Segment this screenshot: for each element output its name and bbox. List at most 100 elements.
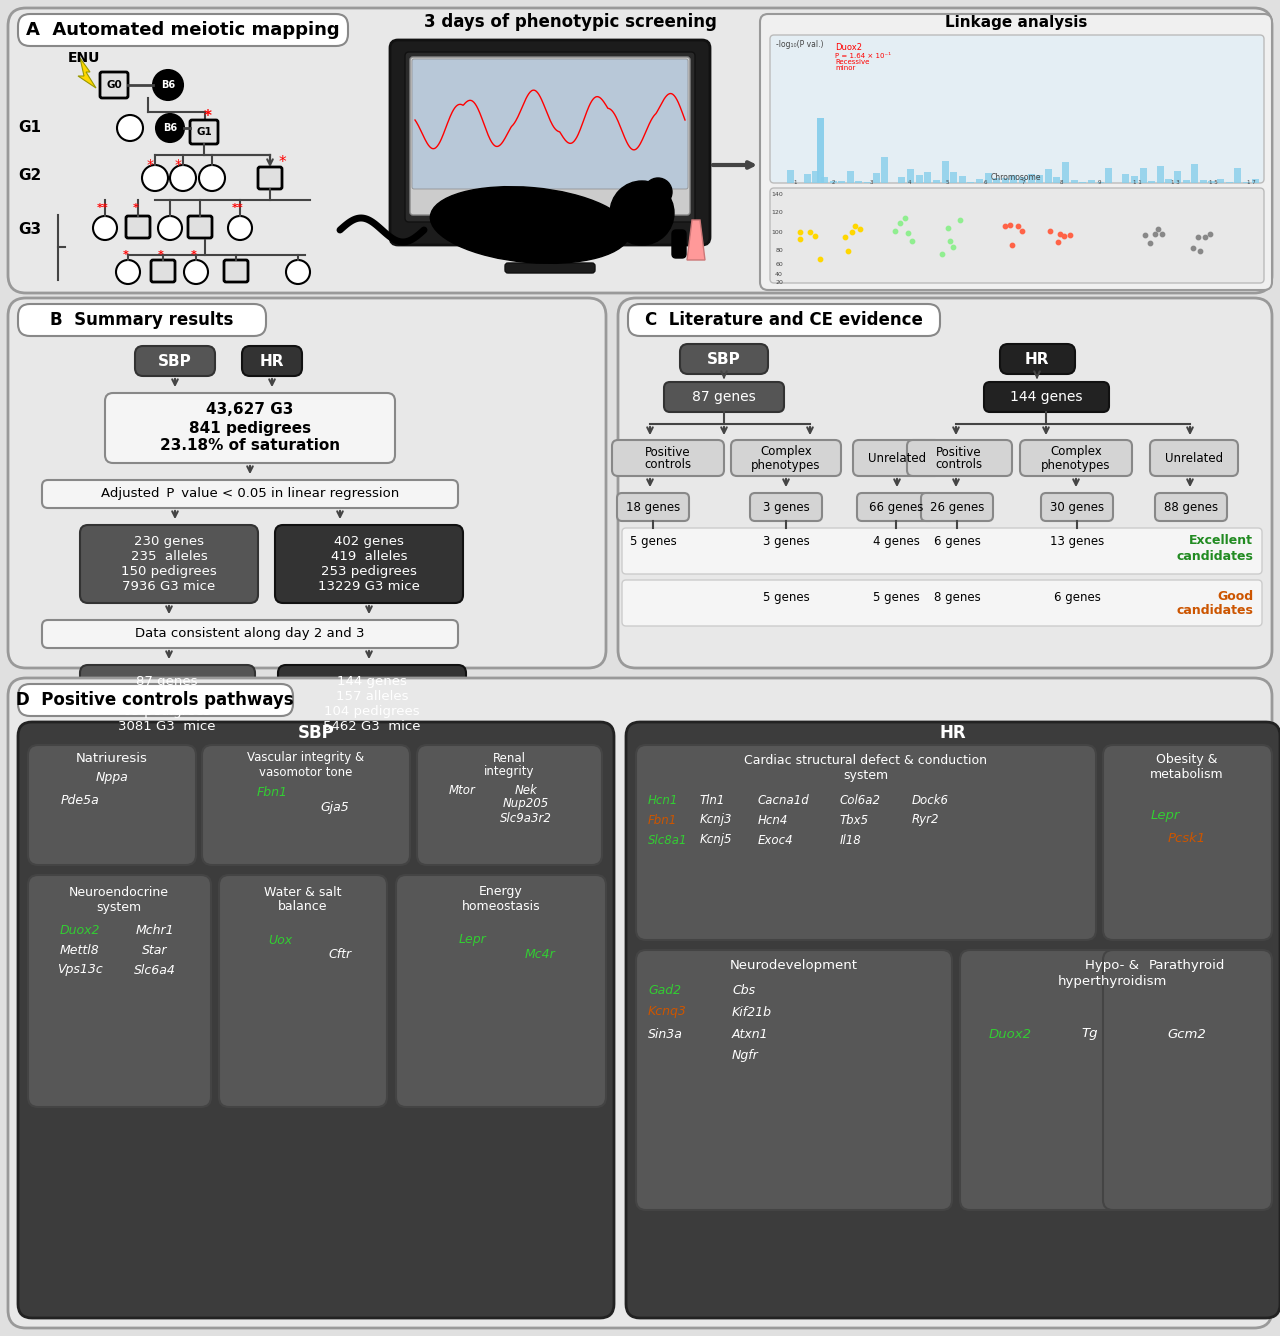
- FancyBboxPatch shape: [18, 721, 614, 1319]
- Point: [800, 220, 820, 242]
- FancyBboxPatch shape: [506, 263, 595, 273]
- Text: candidates: candidates: [1176, 549, 1253, 562]
- Text: 4 genes: 4 genes: [873, 536, 919, 549]
- Text: 1 1: 1 1: [1133, 180, 1142, 186]
- FancyBboxPatch shape: [79, 525, 259, 603]
- Bar: [1028, 174, 1034, 183]
- Bar: [786, 170, 794, 183]
- FancyBboxPatch shape: [219, 875, 387, 1108]
- Text: Good: Good: [1217, 589, 1253, 603]
- Point: [932, 243, 952, 265]
- Text: Gcm2: Gcm2: [1167, 1027, 1206, 1041]
- Text: Slc6a4: Slc6a4: [134, 963, 175, 977]
- Text: 4: 4: [908, 180, 911, 186]
- Text: Gja5: Gja5: [320, 802, 349, 815]
- Text: Uox: Uox: [268, 934, 292, 946]
- Text: integrity: integrity: [484, 766, 534, 779]
- Text: Obesity &: Obesity &: [1156, 754, 1217, 767]
- FancyBboxPatch shape: [189, 120, 218, 144]
- Text: Tln1: Tln1: [700, 794, 726, 807]
- Text: 3: 3: [869, 180, 873, 186]
- Text: *: *: [191, 250, 197, 261]
- Text: Neurodevelopment: Neurodevelopment: [730, 959, 858, 973]
- Text: 5: 5: [945, 180, 948, 186]
- FancyBboxPatch shape: [105, 393, 396, 464]
- Text: Cardiac structural defect & conduction: Cardiac structural defect & conduction: [745, 754, 987, 767]
- Text: 253 pedigrees: 253 pedigrees: [321, 565, 417, 578]
- FancyBboxPatch shape: [404, 52, 695, 222]
- Circle shape: [157, 216, 182, 240]
- Point: [901, 230, 922, 251]
- FancyBboxPatch shape: [1103, 745, 1272, 941]
- Text: G2: G2: [18, 167, 42, 183]
- Text: 63 pedigrees: 63 pedigrees: [123, 705, 211, 719]
- Text: 26 genes: 26 genes: [929, 501, 984, 513]
- Text: Cacna1d: Cacna1d: [758, 794, 810, 807]
- Text: P = 1.64 × 10⁻¹: P = 1.64 × 10⁻¹: [835, 53, 891, 59]
- Text: 40: 40: [776, 273, 783, 278]
- Bar: [950, 172, 957, 183]
- Text: Slc8a1: Slc8a1: [648, 834, 687, 847]
- Bar: [1088, 180, 1094, 183]
- Point: [895, 207, 915, 228]
- FancyBboxPatch shape: [612, 440, 724, 476]
- FancyBboxPatch shape: [396, 875, 605, 1108]
- Text: ENU: ENU: [68, 51, 100, 65]
- Bar: [847, 171, 854, 183]
- Bar: [813, 171, 819, 183]
- Bar: [984, 174, 992, 183]
- Text: Data consistent along day 2 and 3: Data consistent along day 2 and 3: [136, 628, 365, 640]
- Text: 8 genes: 8 genes: [933, 591, 980, 604]
- Text: Vascular integrity &: Vascular integrity &: [247, 751, 365, 764]
- Bar: [1123, 175, 1129, 183]
- Text: 87 genes: 87 genes: [136, 675, 197, 688]
- Text: controls: controls: [936, 458, 983, 472]
- Text: Lepr: Lepr: [460, 934, 486, 946]
- FancyBboxPatch shape: [617, 493, 689, 521]
- Text: homeostasis: homeostasis: [462, 900, 540, 914]
- Bar: [838, 182, 845, 183]
- Text: Hypo- &: Hypo- &: [1085, 959, 1139, 973]
- Text: Nppa: Nppa: [96, 771, 128, 784]
- Text: Excellent: Excellent: [1189, 534, 1253, 548]
- Text: candidates: candidates: [1176, 604, 1253, 617]
- Circle shape: [154, 69, 183, 100]
- Point: [943, 236, 964, 258]
- Point: [1002, 234, 1023, 255]
- FancyBboxPatch shape: [622, 580, 1262, 627]
- Text: Star: Star: [142, 943, 168, 957]
- Text: Sin3a: Sin3a: [648, 1027, 682, 1041]
- Polygon shape: [78, 57, 96, 88]
- Bar: [1217, 179, 1224, 183]
- Text: 6 genes: 6 genes: [1053, 591, 1101, 604]
- Point: [1000, 215, 1020, 236]
- FancyBboxPatch shape: [636, 950, 952, 1210]
- Text: D  Positive controls pathways: D Positive controls pathways: [17, 691, 294, 709]
- Point: [890, 212, 910, 234]
- Text: Energy: Energy: [479, 886, 522, 899]
- Text: Tbx5: Tbx5: [840, 814, 869, 827]
- Text: Slc9a3r2: Slc9a3r2: [500, 811, 552, 824]
- Bar: [1252, 179, 1258, 183]
- Point: [940, 231, 960, 253]
- Point: [1148, 218, 1169, 239]
- Text: Gad2: Gad2: [648, 983, 681, 997]
- FancyBboxPatch shape: [618, 298, 1272, 668]
- Bar: [1165, 179, 1172, 183]
- Bar: [975, 179, 983, 183]
- Text: 89 alleles: 89 alleles: [136, 691, 198, 704]
- Text: 88 genes: 88 genes: [1164, 501, 1219, 513]
- FancyBboxPatch shape: [18, 684, 293, 716]
- Text: Duox2: Duox2: [60, 923, 100, 937]
- Text: *: *: [123, 250, 129, 261]
- Text: Kcnq3: Kcnq3: [648, 1006, 687, 1018]
- Text: Natriuresis: Natriuresis: [76, 751, 148, 764]
- Circle shape: [611, 180, 675, 244]
- Text: 18 genes: 18 genes: [626, 501, 680, 513]
- FancyBboxPatch shape: [134, 346, 215, 375]
- FancyBboxPatch shape: [42, 480, 458, 508]
- FancyBboxPatch shape: [18, 13, 348, 45]
- Text: *: *: [133, 203, 140, 212]
- Text: 87 genes: 87 genes: [692, 390, 756, 403]
- Bar: [1157, 166, 1164, 183]
